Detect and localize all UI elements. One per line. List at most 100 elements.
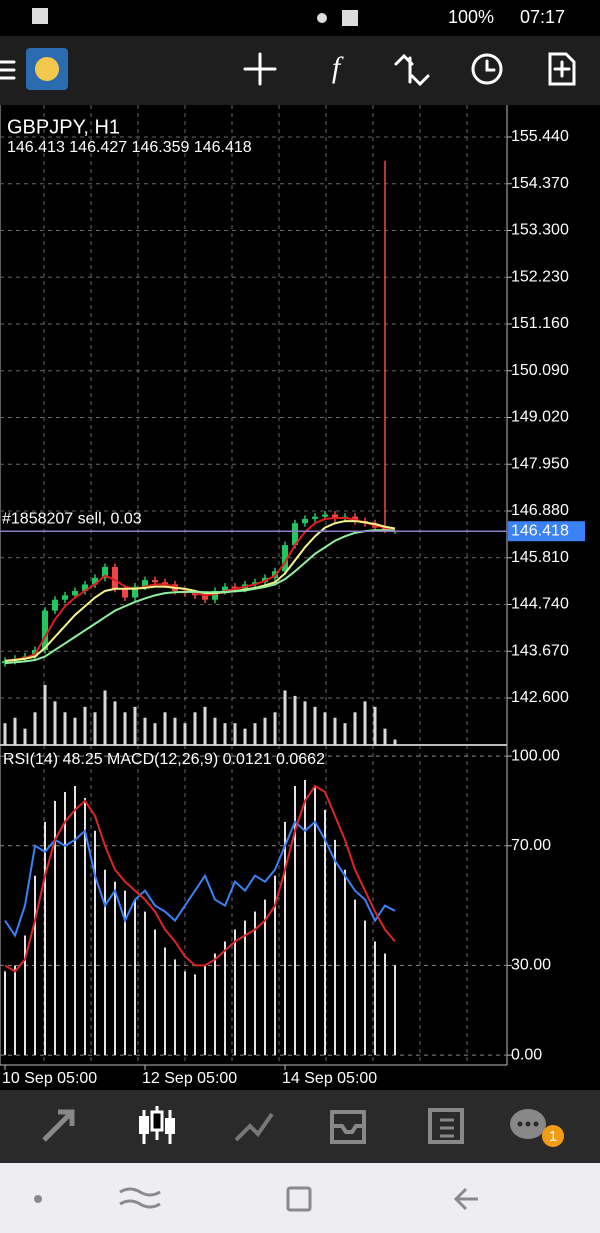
candle-body <box>332 514 338 519</box>
macd-signal-line <box>4 784 396 973</box>
back-button[interactable] <box>453 1187 478 1211</box>
candle-body <box>122 588 128 598</box>
volume-bar <box>73 717 77 745</box>
bid-label: 146.418 <box>511 522 569 539</box>
candle-body <box>222 586 228 591</box>
trade-tab[interactable] <box>234 1112 274 1142</box>
macd-bar <box>344 869 346 1056</box>
macd-bar <box>124 890 126 1056</box>
volume-bar <box>123 712 127 745</box>
volume-bar <box>173 717 177 745</box>
macd-bar <box>74 785 76 1056</box>
quotes-tab[interactable] <box>42 1109 75 1142</box>
macd-bar <box>154 929 156 1056</box>
macd-bar <box>334 839 336 1056</box>
badge <box>542 1125 564 1147</box>
crosshair-button[interactable] <box>243 52 277 86</box>
macd-bar <box>34 875 36 1056</box>
volume-bar <box>163 712 167 745</box>
templates-button[interactable] <box>548 52 576 86</box>
candle-body <box>102 566 108 578</box>
y-tick-label: 146.880 <box>511 502 569 519</box>
chart-title: GBPJPY, H1 <box>7 116 120 138</box>
candle-body <box>112 566 118 589</box>
candle-body <box>92 577 98 585</box>
macd-bar <box>314 785 316 1056</box>
volume-bar <box>93 712 97 745</box>
volume-bar <box>223 723 227 745</box>
macd-bar <box>324 809 326 1056</box>
volume-bar <box>13 717 17 745</box>
macd-bar <box>54 800 56 1056</box>
macd-bar <box>384 953 386 1056</box>
volume-bar <box>43 685 47 745</box>
macd-bar <box>104 869 106 1056</box>
candle-body <box>292 523 298 546</box>
candle-body <box>282 545 288 572</box>
volume-bar <box>23 728 27 745</box>
volume-bar <box>113 701 117 745</box>
candle-body <box>42 610 48 650</box>
history-tab[interactable] <box>330 1110 366 1144</box>
macd-bar <box>374 941 376 1056</box>
macd-bar <box>24 935 26 1056</box>
macd-bar <box>204 965 206 1056</box>
status-icon <box>317 13 327 23</box>
candle-body <box>62 595 68 600</box>
ohlc-text: 146.413 146.427 146.359 146.418 <box>7 139 252 156</box>
volume-bar <box>323 712 327 745</box>
macd-bar <box>364 920 366 1056</box>
macd-bar <box>264 899 266 1056</box>
volume-bar <box>103 690 107 745</box>
macd-bar <box>94 830 96 1056</box>
candle-body <box>2 660 8 664</box>
recents-button[interactable] <box>119 1187 161 1209</box>
macd-bar <box>134 899 136 1056</box>
volume-bar <box>363 701 367 745</box>
candle-body <box>252 582 258 585</box>
macd-bar <box>284 821 286 1056</box>
candle-body <box>152 580 158 583</box>
chat-tab[interactable] <box>510 1109 546 1139</box>
candle-body <box>202 595 208 600</box>
news-tab[interactable] <box>428 1108 464 1144</box>
indicator-label: RSI(14) 48.25 MACD(12,26,9) 0.0121 0.066… <box>3 751 325 768</box>
y-tick-label: 149.020 <box>511 409 569 426</box>
system-nav <box>0 1163 600 1233</box>
volume-bar <box>393 739 397 745</box>
macd-bar <box>84 797 86 1056</box>
period-button[interactable] <box>471 53 503 85</box>
macd-bar <box>14 965 16 1056</box>
y-tick-label: 142.600 <box>511 689 569 706</box>
y-tick-label: 152.230 <box>511 268 569 285</box>
home-button[interactable] <box>286 1186 312 1212</box>
x-tick-label: 12 Sep 05:00 <box>142 1070 237 1087</box>
y-tick-label: 30.00 <box>511 957 551 974</box>
y-tick-label: 100.00 <box>511 747 560 764</box>
candle-body <box>192 593 198 596</box>
trade-button[interactable] <box>394 53 430 87</box>
rsi-line <box>4 820 396 938</box>
menu-button[interactable] <box>0 60 16 80</box>
bottom-nav <box>0 1090 600 1163</box>
candle-body <box>142 580 148 587</box>
volume-bar <box>193 712 197 745</box>
candle-body <box>82 584 88 591</box>
candle-body <box>212 590 218 600</box>
status-bar <box>0 0 600 36</box>
candle-body <box>302 518 308 524</box>
volume-bar <box>53 701 57 745</box>
y-tick-label: 143.670 <box>511 642 569 659</box>
x-tick-label: 14 Sep 05:00 <box>282 1070 377 1087</box>
candle-body <box>312 516 318 519</box>
nav-dot[interactable] <box>34 1195 42 1203</box>
volume-bar <box>263 717 267 745</box>
macd-bar <box>294 785 296 1056</box>
chart-tab[interactable] <box>139 1106 175 1144</box>
y-tick-label: 150.090 <box>511 362 569 379</box>
volume-bar <box>203 706 207 745</box>
macd-bar <box>174 959 176 1056</box>
candle-body <box>382 527 388 530</box>
